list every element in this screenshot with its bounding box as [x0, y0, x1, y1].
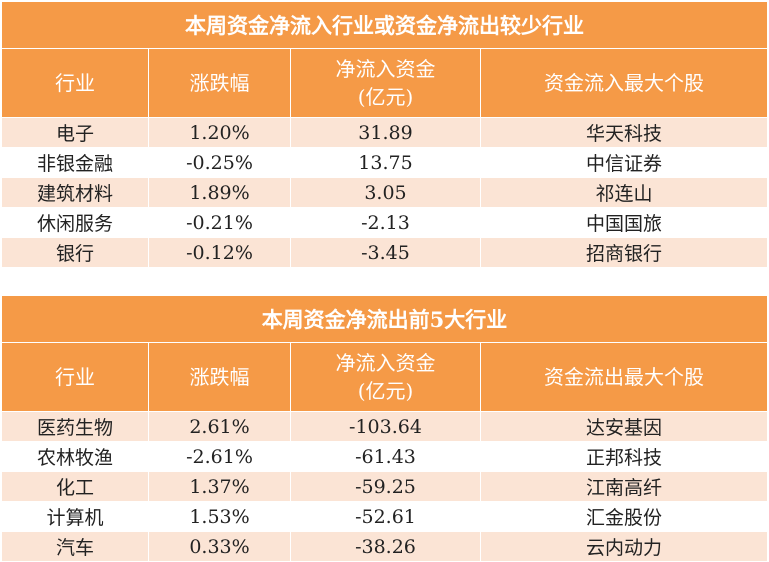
- table2-header-net-inflow-unit: (亿元): [357, 379, 414, 403]
- change-cell: 1.89%: [148, 177, 291, 208]
- inflow-industry-table: 本周资金净流入行业或资金净流出较少行业 行业 涨跌幅 净流入资金 (亿元) 资金…: [1, 1, 768, 268]
- industry-cell: 建筑材料: [1, 177, 149, 208]
- table-row: 电子 1.20% 31.89 华天科技: [1, 117, 768, 148]
- net-inflow-cell: 3.05: [290, 177, 481, 208]
- top-stock-cell: 达安基因: [480, 411, 768, 442]
- industry-cell: 化工: [1, 471, 149, 502]
- outflow-industry-table: 本周资金净流出前5大行业 行业 涨跌幅 净流入资金 (亿元) 资金流出最大个股 …: [1, 295, 768, 562]
- change-cell: 2.61%: [148, 411, 291, 442]
- change-cell: 1.37%: [148, 471, 291, 502]
- table1-header-net-inflow-unit: (亿元): [357, 85, 414, 109]
- table-row: 银行 -0.12% -3.45 招商银行: [1, 237, 768, 268]
- table-row: 建筑材料 1.89% 3.05 祁连山: [1, 177, 768, 208]
- top-stock-cell: 汇金股份: [480, 501, 768, 532]
- net-inflow-cell: 13.75: [290, 147, 481, 178]
- table1-header-net-inflow: 净流入资金 (亿元): [290, 48, 481, 118]
- top-stock-cell: 中国国旅: [480, 207, 768, 238]
- change-cell: 1.53%: [148, 501, 291, 532]
- table1-header-industry: 行业: [1, 48, 149, 118]
- industry-cell: 计算机: [1, 501, 149, 532]
- change-cell: -0.12%: [148, 237, 291, 268]
- change-cell: -0.25%: [148, 147, 291, 178]
- top-stock-cell: 祁连山: [480, 177, 768, 208]
- industry-cell: 非银金融: [1, 147, 149, 178]
- industry-cell: 汽车: [1, 531, 149, 562]
- net-inflow-cell: 31.89: [290, 117, 481, 148]
- industry-cell: 休闲服务: [1, 207, 149, 238]
- table1-title: 本周资金净流入行业或资金净流出较少行业: [1, 1, 768, 49]
- table2-header-net-inflow: 净流入资金 (亿元): [290, 342, 481, 412]
- top-stock-cell: 江南高纤: [480, 471, 768, 502]
- table1-header-change: 涨跌幅: [148, 48, 291, 118]
- change-cell: 1.20%: [148, 117, 291, 148]
- industry-cell: 银行: [1, 237, 149, 268]
- table-row: 医药生物 2.61% -103.64 达安基因: [1, 411, 768, 442]
- change-cell: -2.61%: [148, 441, 291, 472]
- table2-header-net-inflow-line1: 净流入资金: [335, 351, 436, 375]
- table-row: 汽车 0.33% -38.26 云内动力: [1, 531, 768, 562]
- change-cell: -0.21%: [148, 207, 291, 238]
- change-cell: 0.33%: [148, 531, 291, 562]
- top-stock-cell: 华天科技: [480, 117, 768, 148]
- table-row: 非银金融 -0.25% 13.75 中信证券: [1, 147, 768, 178]
- top-stock-cell: 正邦科技: [480, 441, 768, 472]
- industry-cell: 电子: [1, 117, 149, 148]
- top-stock-cell: 云内动力: [480, 531, 768, 562]
- top-stock-cell: 中信证券: [480, 147, 768, 178]
- industry-cell: 农林牧渔: [1, 441, 149, 472]
- table-row: 计算机 1.53% -52.61 汇金股份: [1, 501, 768, 532]
- table1-header-net-inflow-line1: 净流入资金: [335, 57, 436, 81]
- table-row: 化工 1.37% -59.25 江南高纤: [1, 471, 768, 502]
- industry-cell: 医药生物: [1, 411, 149, 442]
- table-row: 休闲服务 -0.21% -2.13 中国国旅: [1, 207, 768, 238]
- table-row: 农林牧渔 -2.61% -61.43 正邦科技: [1, 441, 768, 472]
- table2-title: 本周资金净流出前5大行业: [1, 295, 768, 343]
- net-inflow-cell: -3.45: [290, 237, 481, 268]
- net-inflow-cell: -38.26: [290, 531, 481, 562]
- top-stock-cell: 招商银行: [480, 237, 768, 268]
- table-divider: [0, 270, 769, 295]
- net-inflow-cell: -2.13: [290, 207, 481, 238]
- net-inflow-cell: -103.64: [290, 411, 481, 442]
- net-inflow-cell: -52.61: [290, 501, 481, 532]
- net-inflow-cell: -61.43: [290, 441, 481, 472]
- table2-header-top-stock: 资金流出最大个股: [480, 342, 768, 412]
- net-inflow-cell: -59.25: [290, 471, 481, 502]
- table2-header-change: 涨跌幅: [148, 342, 291, 412]
- table2-header-industry: 行业: [1, 342, 149, 412]
- table1-header-top-stock: 资金流入最大个股: [480, 48, 768, 118]
